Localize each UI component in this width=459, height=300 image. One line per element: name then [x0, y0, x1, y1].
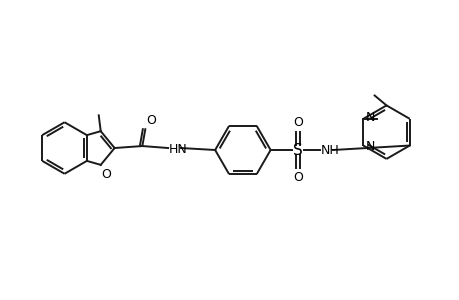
Text: S: S — [293, 142, 302, 158]
Text: O: O — [293, 116, 302, 129]
Text: NH: NH — [320, 143, 339, 157]
Text: O: O — [293, 171, 302, 184]
Text: O: O — [146, 114, 156, 127]
Text: N: N — [364, 140, 374, 153]
Text: N: N — [364, 111, 374, 124]
Text: HN: HN — [169, 142, 187, 155]
Text: O: O — [101, 168, 112, 181]
